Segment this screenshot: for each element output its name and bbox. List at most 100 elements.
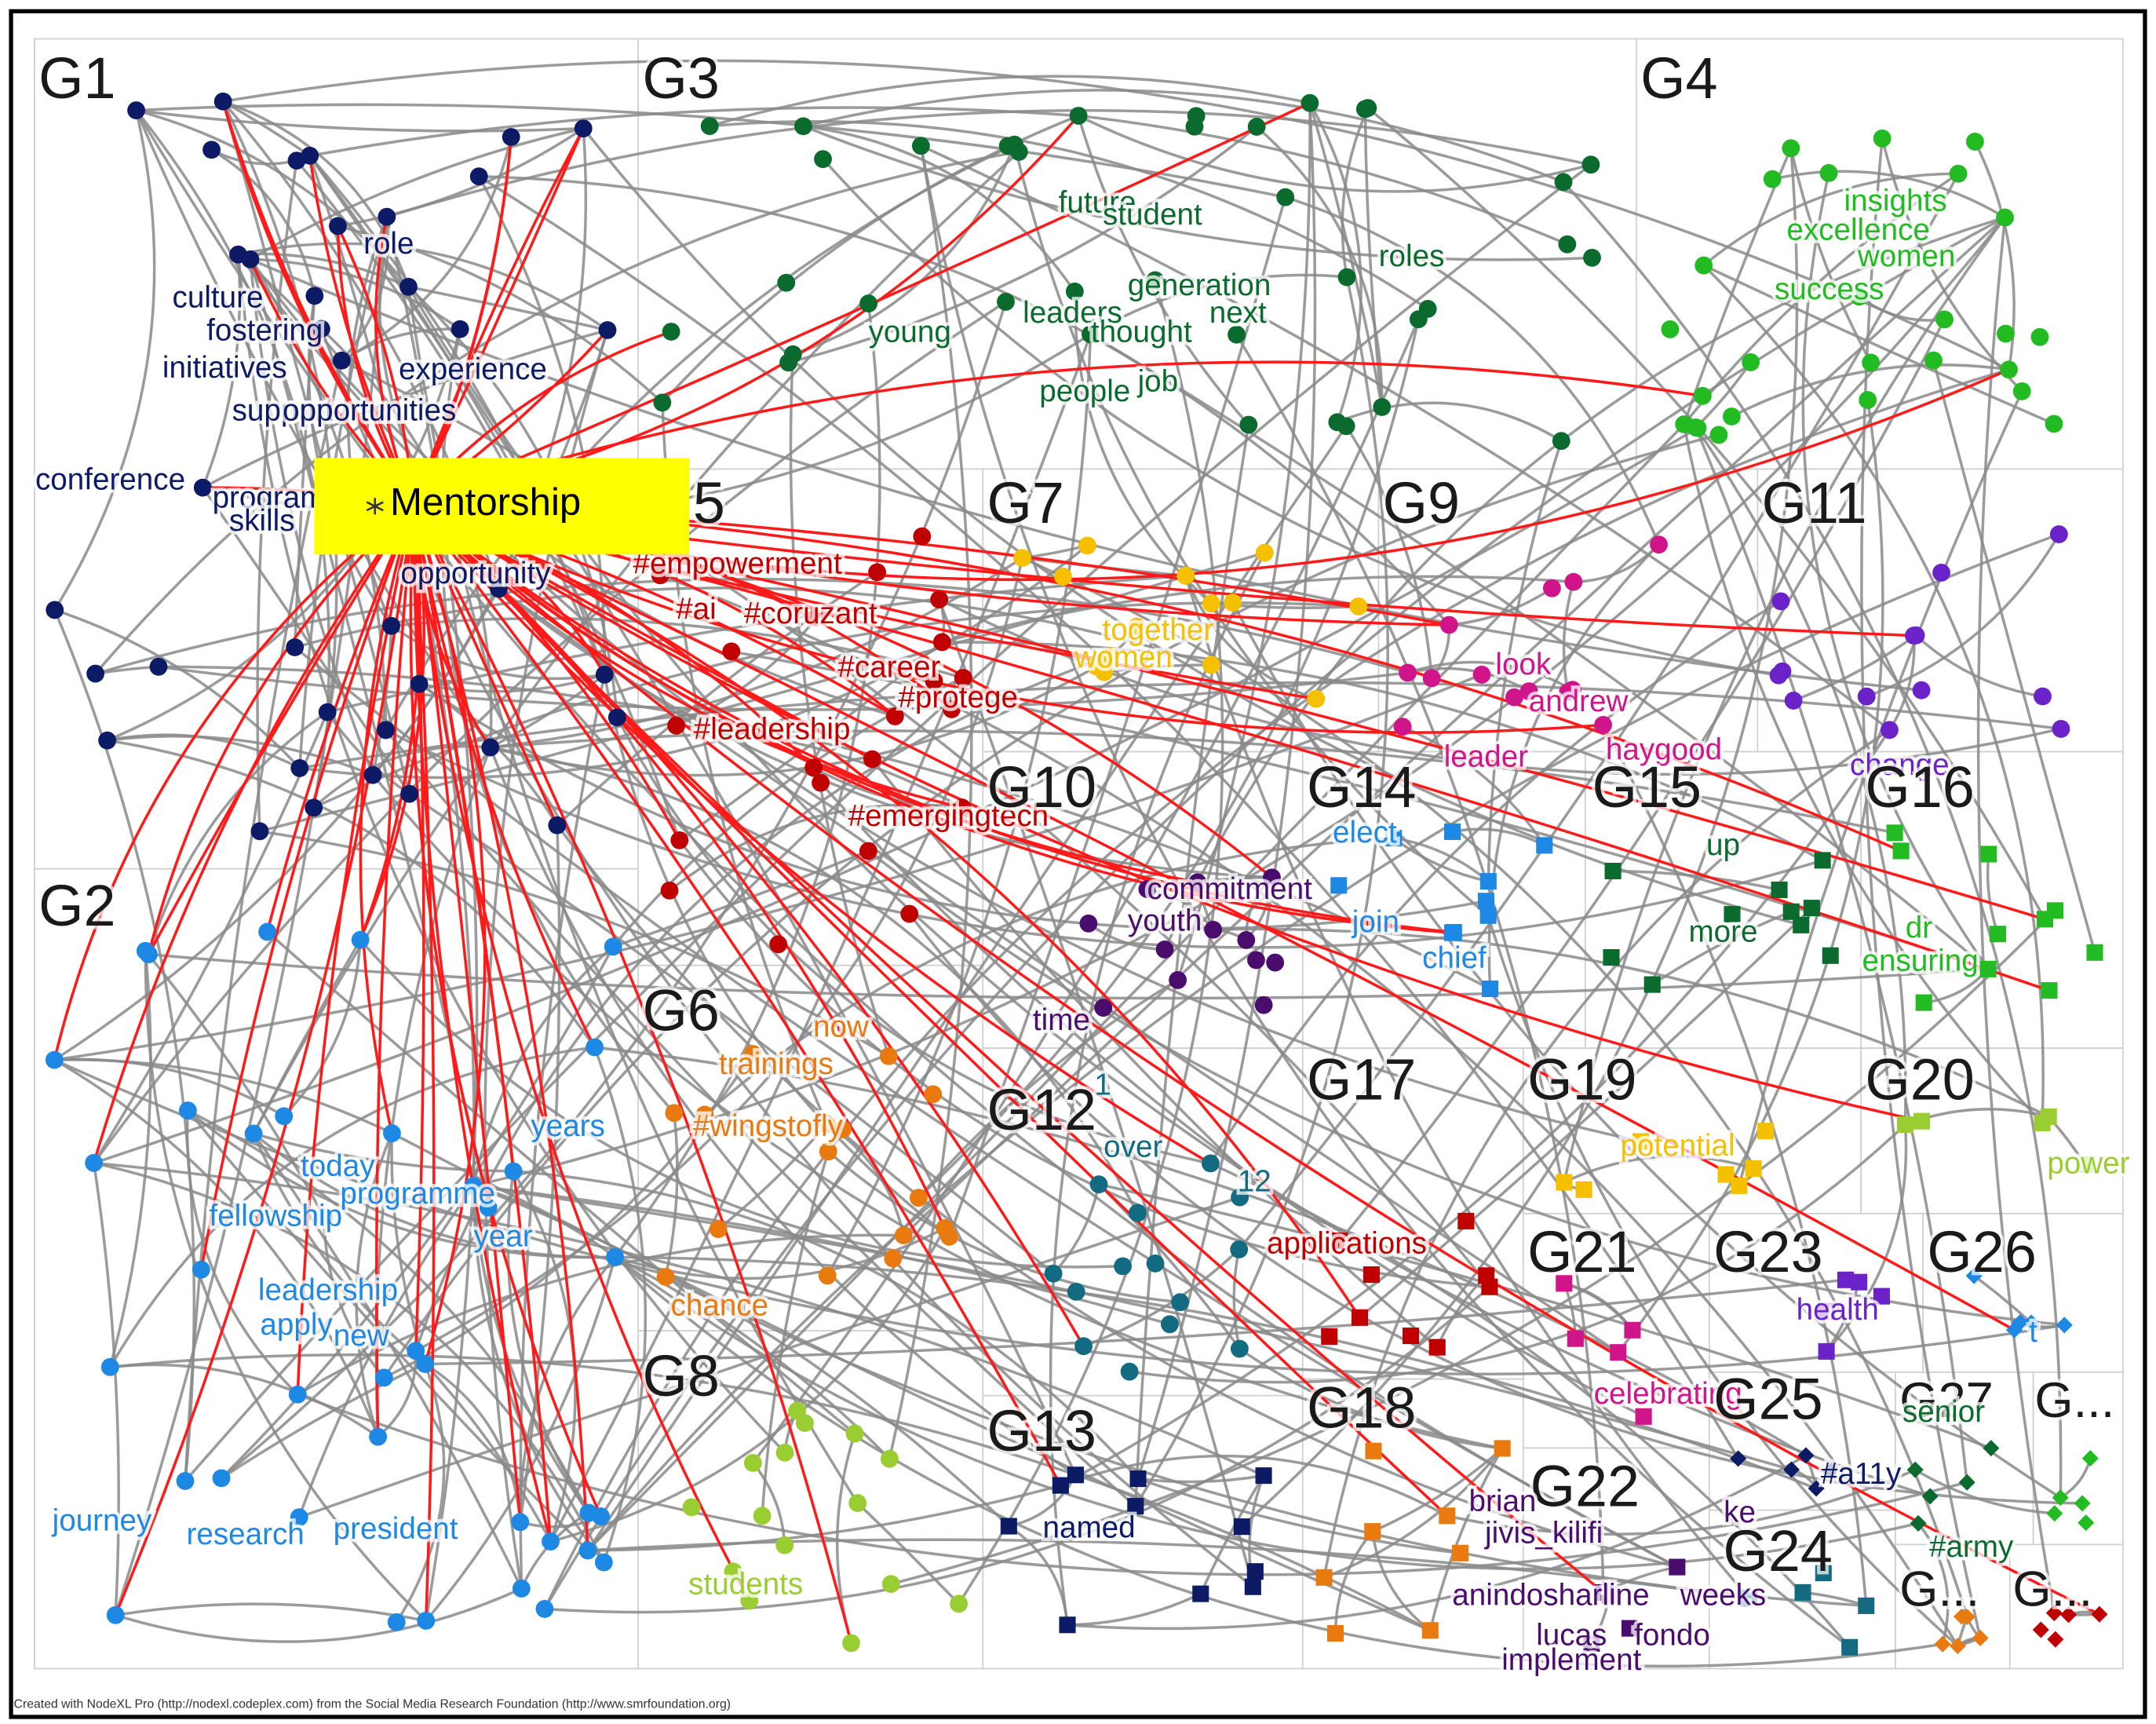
node — [1161, 1315, 1179, 1334]
center-edge — [412, 502, 1062, 1486]
edge — [1060, 1454, 1448, 1518]
edge — [1452, 827, 1545, 847]
node-label: #ai — [676, 593, 717, 626]
node — [578, 1541, 597, 1560]
node — [2046, 902, 2064, 919]
node — [98, 731, 117, 750]
edge — [1682, 424, 2044, 1124]
edge — [506, 1171, 590, 1514]
node — [1552, 432, 1570, 451]
edge — [54, 1058, 393, 1135]
node — [1757, 1123, 1775, 1140]
node — [490, 579, 508, 598]
node — [1556, 1275, 1573, 1292]
center-edge — [412, 127, 585, 504]
group-panel — [1522, 1213, 1710, 1449]
node — [213, 92, 232, 111]
node-label: over — [1104, 1130, 1162, 1164]
node — [290, 1508, 308, 1527]
node — [1782, 139, 1800, 158]
group-panel — [1922, 1213, 2124, 1373]
node — [1905, 626, 1923, 645]
node — [1669, 1558, 1686, 1576]
node — [1067, 1283, 1085, 1301]
center-icon — [366, 498, 384, 515]
node-label: experience — [399, 352, 547, 386]
edge — [917, 978, 1179, 1199]
center-node: Mentorship — [314, 458, 690, 555]
center-edge — [308, 155, 415, 505]
node-label: named — [1042, 1510, 1135, 1544]
edge — [1338, 319, 1946, 1242]
node — [662, 323, 680, 341]
node — [1129, 1204, 1147, 1222]
edge — [1231, 601, 2062, 1499]
node — [1695, 256, 1713, 275]
node — [1146, 271, 1165, 290]
edge — [594, 1046, 1807, 1457]
node — [881, 1575, 900, 1594]
node-label: 1 — [1094, 1068, 1111, 1101]
node — [1897, 1116, 1914, 1134]
node — [1841, 1638, 1859, 1656]
node — [880, 1449, 899, 1468]
edge — [1176, 103, 1311, 981]
center-edge — [147, 502, 415, 955]
center-edge — [412, 503, 596, 1048]
node-label: opportunity — [400, 557, 551, 590]
group-label: G24 — [1723, 1518, 1832, 1583]
edge — [1428, 1448, 1504, 1631]
edge — [1563, 1155, 1754, 1184]
node — [1862, 353, 1881, 372]
node-label: research — [186, 1518, 304, 1551]
node — [1373, 398, 1392, 416]
center-edge — [412, 502, 1449, 1518]
node — [594, 1553, 613, 1572]
edge — [792, 144, 1016, 356]
center-edge — [413, 502, 2016, 1331]
node — [592, 1507, 611, 1525]
node — [1953, 1608, 1970, 1625]
group-label: G14 — [1307, 754, 1416, 820]
edge — [1914, 634, 2043, 698]
edge — [359, 939, 1123, 1269]
edge — [1366, 107, 2046, 920]
node — [46, 601, 64, 619]
node — [894, 1226, 913, 1245]
node-label: weeks — [1680, 1578, 1766, 1612]
edge — [327, 574, 1186, 714]
node — [1996, 208, 2014, 227]
node — [1924, 351, 1943, 370]
node-label: potential — [1621, 1129, 1735, 1163]
node — [1307, 689, 1326, 708]
node — [1254, 995, 1273, 1014]
edge — [115, 1587, 523, 1643]
node — [775, 1443, 794, 1462]
node — [451, 320, 469, 338]
node — [1129, 1470, 1147, 1488]
node — [1594, 715, 1613, 734]
edge — [717, 1123, 828, 1230]
node — [332, 351, 351, 370]
node — [1127, 617, 1146, 636]
node — [1185, 117, 1204, 136]
edge — [93, 711, 329, 1164]
node — [286, 638, 305, 656]
node — [604, 937, 622, 956]
node — [176, 1472, 195, 1490]
center-edge — [412, 503, 515, 1171]
node — [1237, 931, 1256, 949]
edge — [1341, 107, 1370, 278]
edge — [544, 1285, 1491, 1614]
node — [1563, 681, 1581, 699]
node-label: next — [1209, 296, 1267, 330]
edge — [222, 59, 2010, 371]
edge — [478, 175, 1740, 1459]
node — [1247, 117, 1266, 136]
node — [502, 128, 520, 146]
node — [329, 217, 347, 236]
edge — [472, 216, 2006, 1188]
node — [1246, 1563, 1264, 1580]
edge — [1184, 575, 1317, 700]
